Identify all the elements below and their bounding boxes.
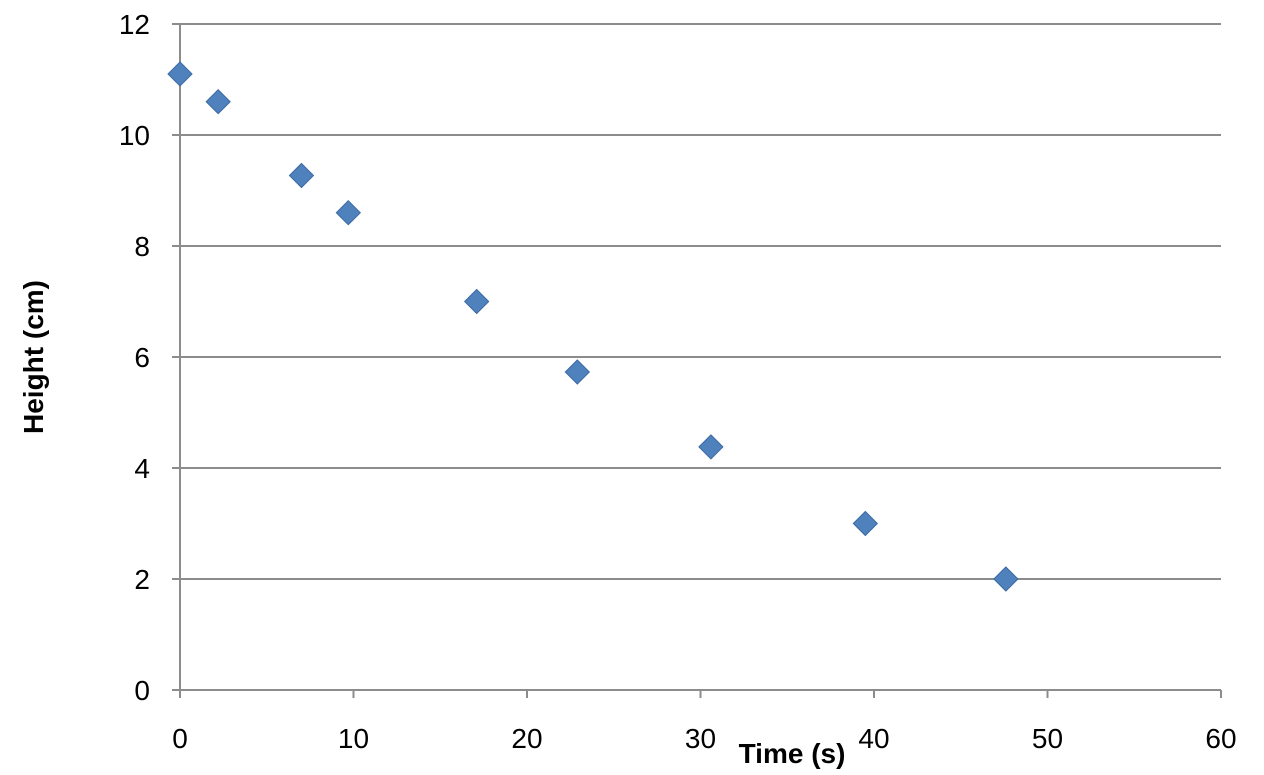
y-tick-label: 0 [134, 675, 150, 706]
x-tick-label: 40 [858, 723, 889, 754]
data-point [463, 288, 490, 315]
gridlines [180, 23, 1221, 580]
data-point [335, 199, 362, 226]
y-tick-label: 12 [119, 9, 150, 40]
tick-labels: 0 2 4 6 8 10 12 0 10 20 30 40 50 60 [119, 9, 1237, 754]
data-point [288, 162, 315, 189]
x-tick-label: 30 [685, 723, 716, 754]
y-tick-label: 6 [134, 342, 150, 373]
x-tick-label: 60 [1205, 723, 1236, 754]
x-axis-title: Time (s) [739, 738, 846, 769]
axes [172, 23, 1222, 698]
data-point [205, 88, 231, 115]
data-point [852, 510, 879, 537]
x-tick-label: 50 [1032, 723, 1063, 754]
data-point [993, 566, 1019, 592]
data-point [564, 359, 591, 385]
y-tick-label: 10 [119, 120, 150, 151]
y-tick-label: 8 [134, 231, 150, 262]
data-points [167, 61, 1019, 592]
data-point [698, 434, 724, 460]
data-point [167, 61, 193, 87]
y-tick-label: 2 [134, 564, 150, 595]
x-tick-label: 10 [338, 723, 369, 754]
y-tick-label: 4 [134, 453, 150, 484]
y-axis-title: Height (cm) [18, 280, 49, 434]
x-tick-label: 0 [172, 723, 188, 754]
x-tick-label: 20 [511, 723, 542, 754]
